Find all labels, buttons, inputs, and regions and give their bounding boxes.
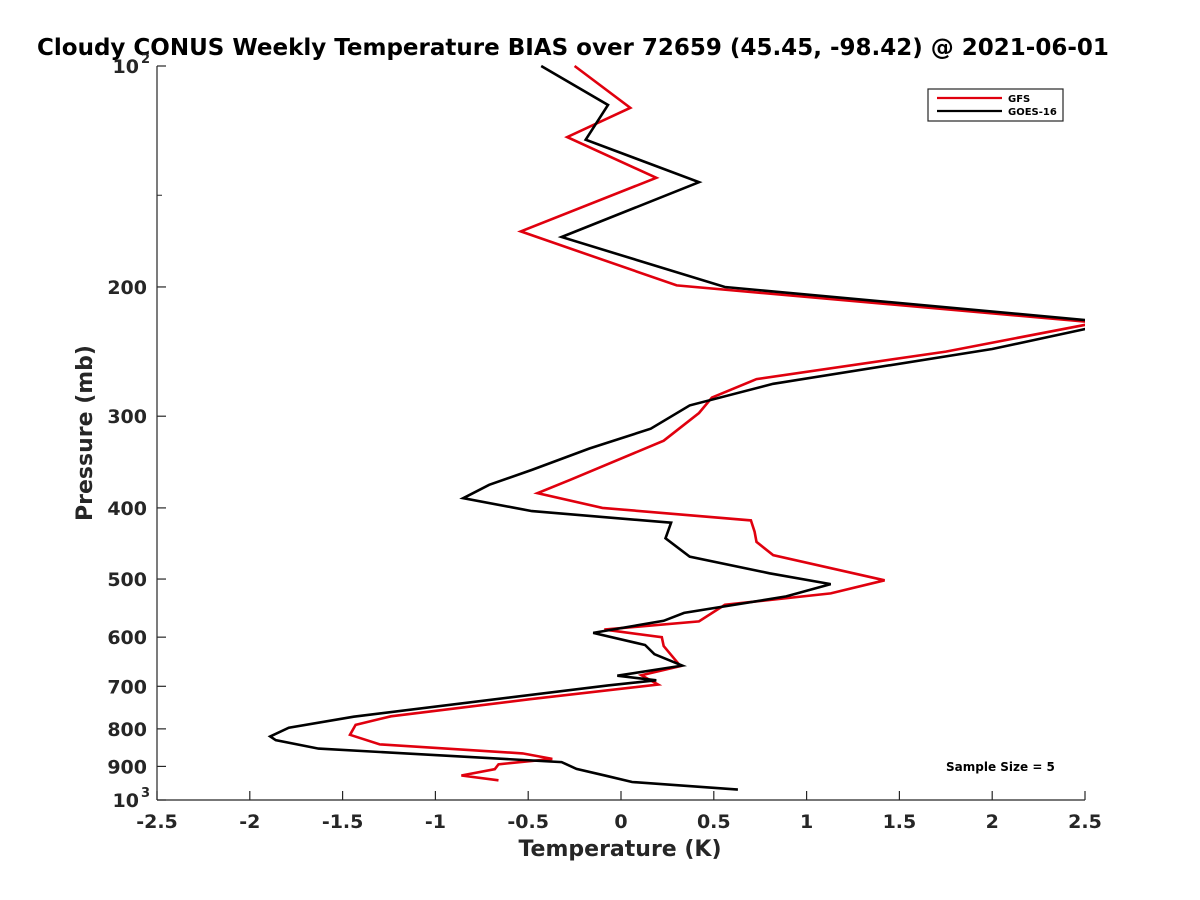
y-tick-label: 700 [107, 676, 147, 698]
sample-size-annotation: Sample Size = 5 [946, 760, 1055, 774]
y-tick-label: 500 [107, 569, 147, 591]
y-tick-exponent: 2 [141, 52, 150, 67]
x-tick-labels: -2.5 -2 -1.5 -1 -0.5 0 0.5 1 1.5 2 2.5 [136, 811, 1102, 833]
x-tick-label: -2 [239, 811, 260, 833]
y-tick-exponent: 3 [141, 786, 150, 801]
y-tick-label: 300 [107, 406, 147, 428]
y-tick-label: 200 [107, 277, 147, 299]
series-layer [267, 64, 1085, 791]
x-tick-label: 2 [986, 811, 999, 833]
axes-layer [156, 65, 1086, 801]
y-tick-label: 600 [107, 627, 147, 649]
x-tick-label: -2.5 [136, 811, 178, 833]
legend-label-goes16: GOES-16 [1008, 107, 1057, 118]
y-tick-label: 10 [113, 56, 139, 78]
legend-label-gfs: GFS [1008, 94, 1030, 105]
y-tick-label: 10 [113, 790, 139, 812]
x-axis-label: Temperature (K) [518, 837, 721, 862]
y-tick-label: 800 [107, 719, 147, 741]
chart-title: Cloudy CONUS Weekly Temperature BIAS ove… [37, 35, 1109, 61]
x-tick-label: -1 [425, 811, 446, 833]
x-tick-label: -1.5 [322, 811, 364, 833]
y-tick-label: 900 [107, 756, 147, 778]
x-tick-label: 0.5 [697, 811, 731, 833]
y-tick-label: 400 [107, 498, 147, 520]
y-axis-label: Pressure (mb) [73, 345, 98, 521]
x-tick-label: -0.5 [507, 811, 549, 833]
legend: GFS GOES-16 [927, 88, 1064, 122]
x-tick-label: 1.5 [883, 811, 917, 833]
series-line-gfs [348, 64, 1085, 782]
x-tick-label: 2.5 [1068, 811, 1102, 833]
series-line-goes16 [267, 64, 1085, 791]
legend-box [927, 88, 1064, 122]
x-tick-label: 1 [800, 811, 813, 833]
x-tick-label: 0 [614, 811, 627, 833]
